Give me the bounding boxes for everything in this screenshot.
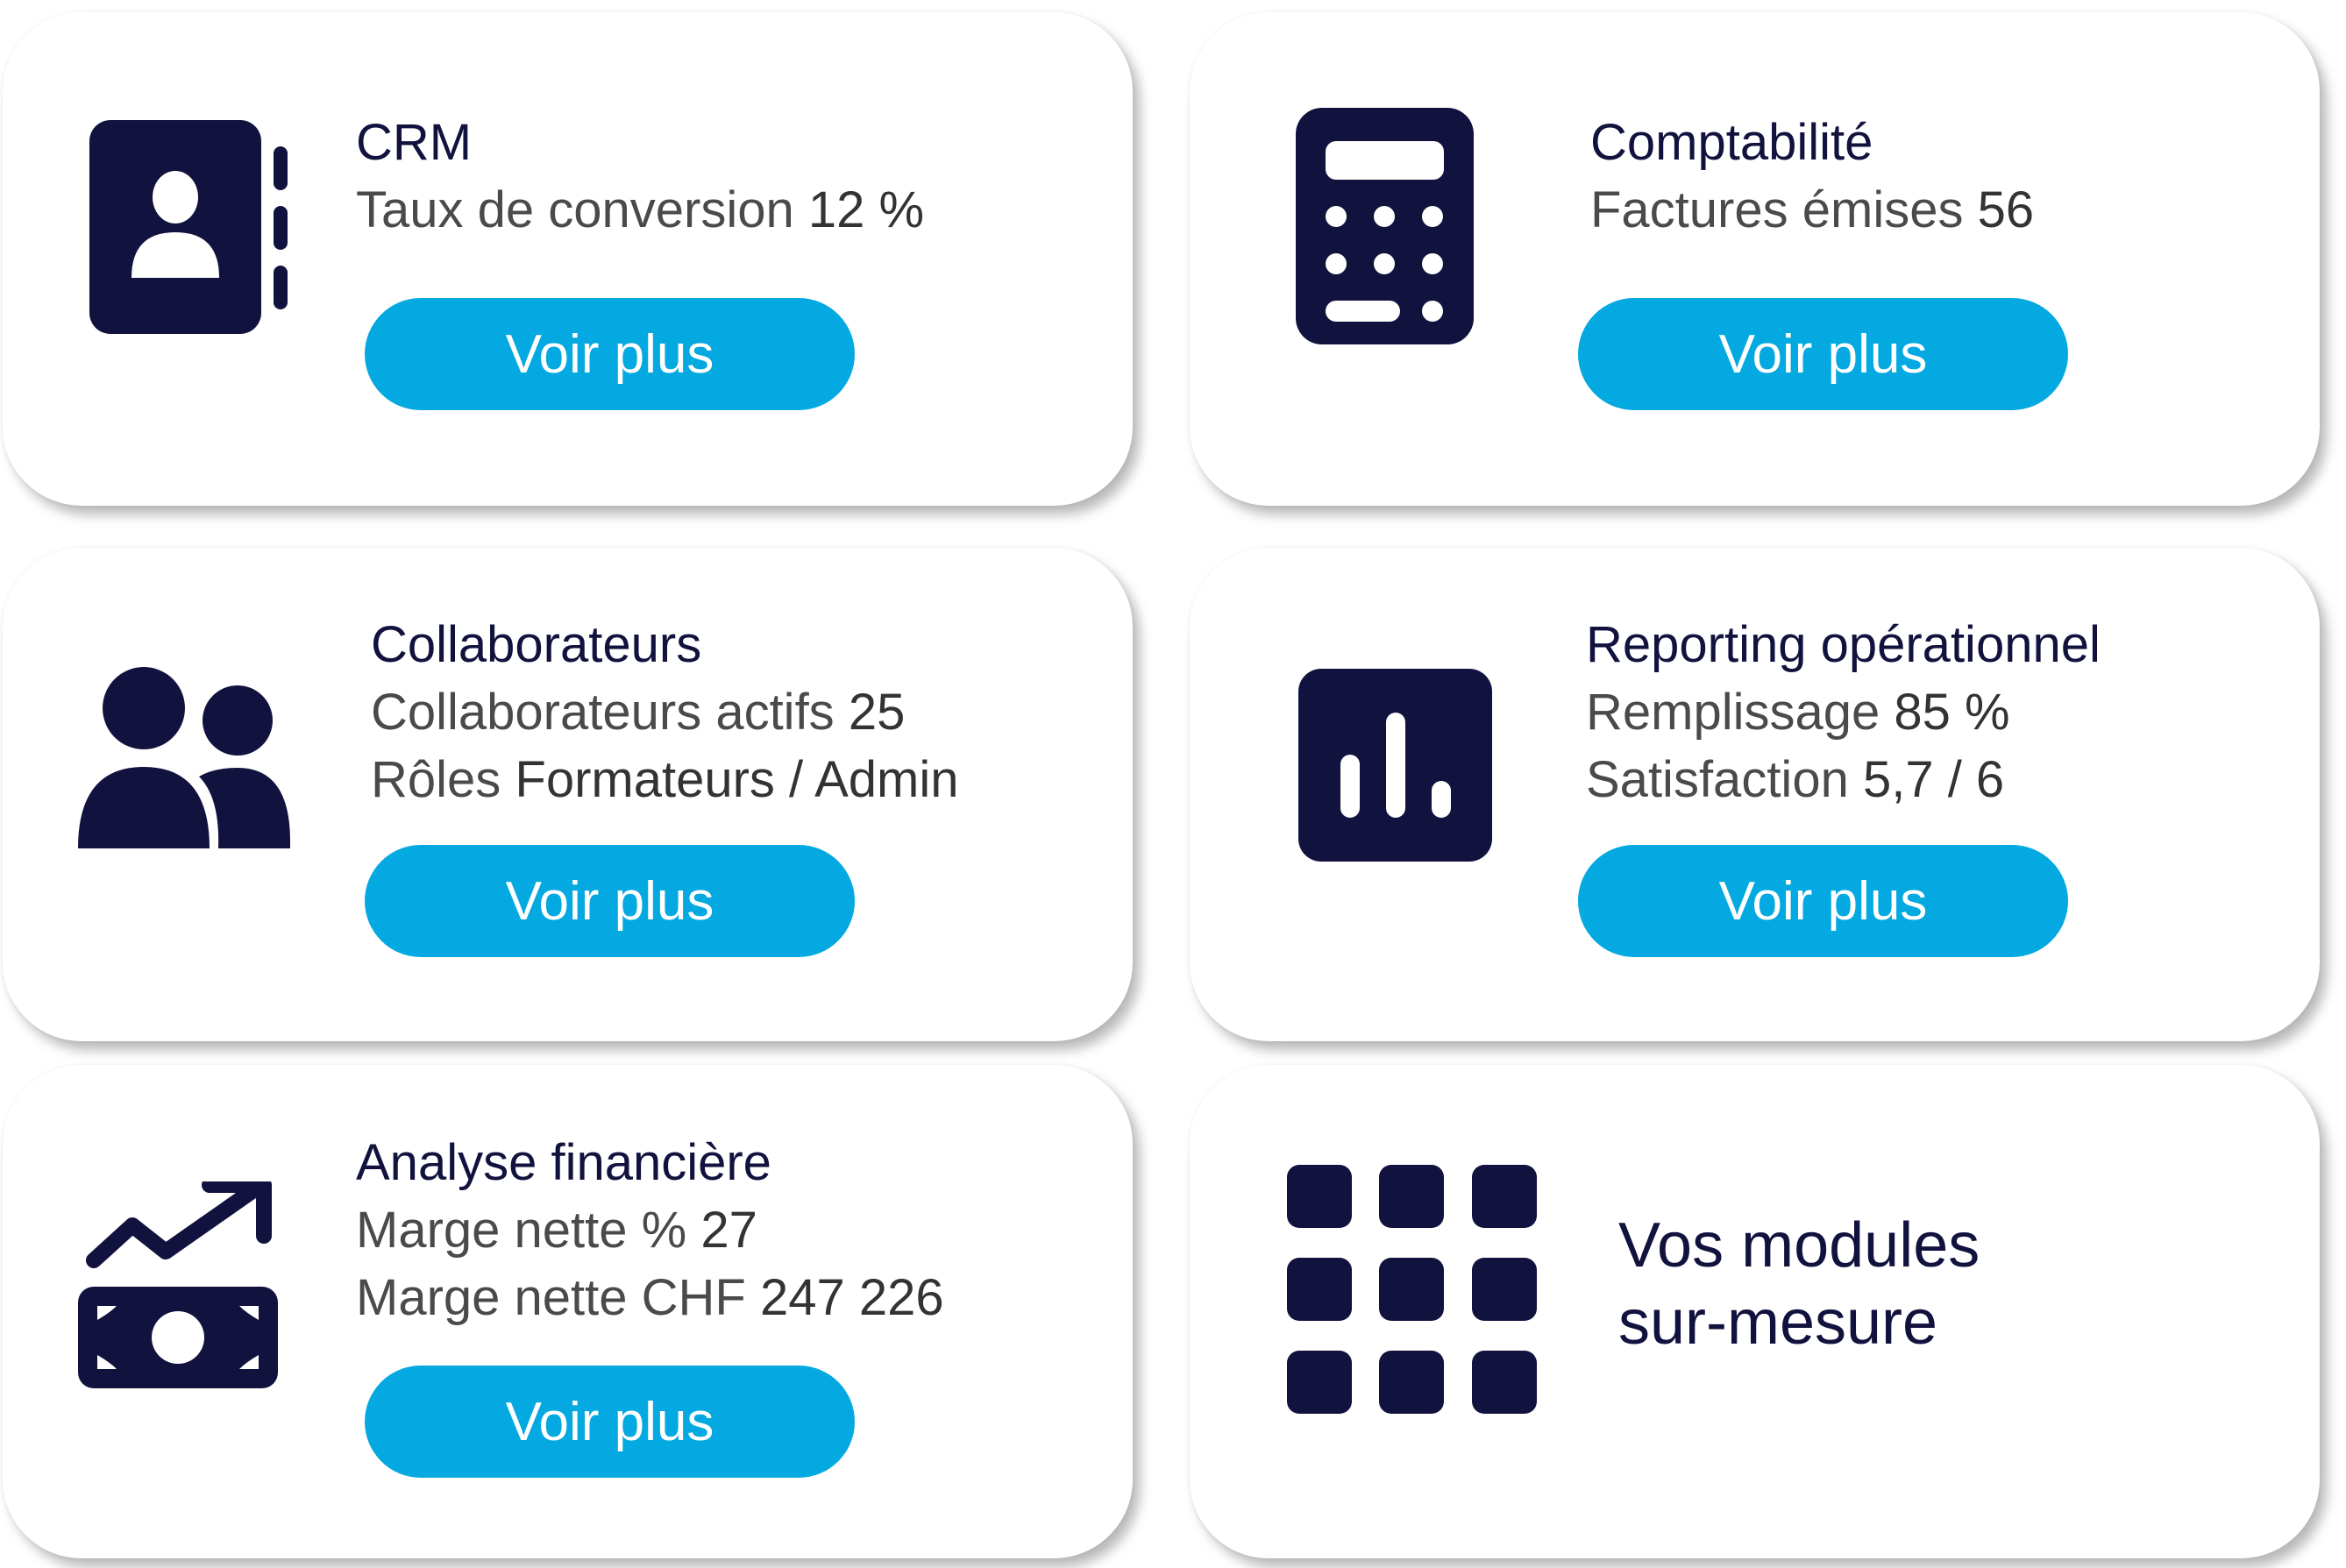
voir-plus-button[interactable]: Voir plus <box>365 1366 855 1478</box>
contact-book-icon <box>89 120 288 334</box>
comptabilite-card: Comptabilité Factures émises 56 Voir plu… <box>1190 12 2320 506</box>
metric-value: Formateurs / Admin <box>515 751 959 808</box>
card-title: Reporting opérationnel <box>1586 616 2101 673</box>
metric-label: Collaborateurs actifs <box>371 684 835 741</box>
card-text: Collaborateurs Collaborateurs actifs 25 … <box>371 611 958 813</box>
metric-value: 27 <box>700 1202 757 1259</box>
bar-chart-icon <box>1298 669 1492 862</box>
metric-label: Satisfaction <box>1586 751 1849 808</box>
calculator-icon <box>1296 108 1474 344</box>
money-trend-icon <box>78 1181 278 1388</box>
card-title: Analyse financière <box>356 1134 771 1191</box>
card-text: CRM Taux de conversion 12 % <box>356 109 924 244</box>
metric-line: Marge nette % 27 <box>356 1196 944 1264</box>
card-text: Analyse financière Marge nette % 27 Marg… <box>356 1129 944 1331</box>
metric-value: 12 % <box>807 181 925 238</box>
collaborateurs-card: Collaborateurs Collaborateurs actifs 25 … <box>3 548 1133 1041</box>
metric-label: Rôles <box>371 751 501 808</box>
card-text: Reporting opérationnel Remplissage 85 % … <box>1586 611 2101 813</box>
metric-label: Remplissage <box>1586 684 1880 741</box>
metric-value: 25 <box>848 684 906 741</box>
metric-line: Remplissage 85 % <box>1586 678 2101 746</box>
card-title: CRM <box>356 114 473 171</box>
title-line: sur-mesure <box>1618 1288 1938 1358</box>
metric-value: 85 % <box>1894 684 2010 741</box>
users-icon <box>78 667 290 848</box>
metric-line: Marge nette CHF 247 226 <box>356 1264 944 1331</box>
custom-modules-title: Vos modules sur-mesure <box>1618 1207 1980 1361</box>
metric-line: Taux de conversion 12 % <box>356 176 924 244</box>
metric-line: Factures émises 56 <box>1590 176 2034 244</box>
metric-value: 56 <box>1977 181 2035 238</box>
metric-line: Rôles Formateurs / Admin <box>371 746 958 813</box>
metric-line: Satisfaction 5,7 / 6 <box>1586 746 2101 813</box>
voir-plus-button[interactable]: Voir plus <box>365 298 855 410</box>
metric-line: Collaborateurs actifs 25 <box>371 678 958 746</box>
voir-plus-button[interactable]: Voir plus <box>1578 845 2068 957</box>
metric-label: Taux de conversion <box>356 181 794 238</box>
crm-card: CRM Taux de conversion 12 % Voir plus <box>3 12 1133 506</box>
reporting-card: Reporting opérationnel Remplissage 85 % … <box>1190 548 2320 1041</box>
card-title: Collaborateurs <box>371 616 702 673</box>
metric-label: Factures émises <box>1590 181 1964 238</box>
analyse-financiere-card: Analyse financière Marge nette % 27 Marg… <box>3 1065 1133 1558</box>
card-title: Comptabilité <box>1590 114 1873 171</box>
card-text: Comptabilité Factures émises 56 <box>1590 109 2034 244</box>
metric-value: 247 226 <box>759 1269 944 1326</box>
custom-modules-card[interactable]: Vos modules sur-mesure <box>1190 1065 2320 1558</box>
metric-value: 5,7 / 6 <box>1862 751 2005 808</box>
title-line: Vos modules <box>1618 1210 1980 1281</box>
metric-label: Marge nette CHF <box>356 1269 746 1326</box>
grid-icon <box>1287 1165 1537 1414</box>
voir-plus-button[interactable]: Voir plus <box>1578 298 2068 410</box>
voir-plus-button[interactable]: Voir plus <box>365 845 855 957</box>
metric-label: Marge nette % <box>356 1202 687 1259</box>
